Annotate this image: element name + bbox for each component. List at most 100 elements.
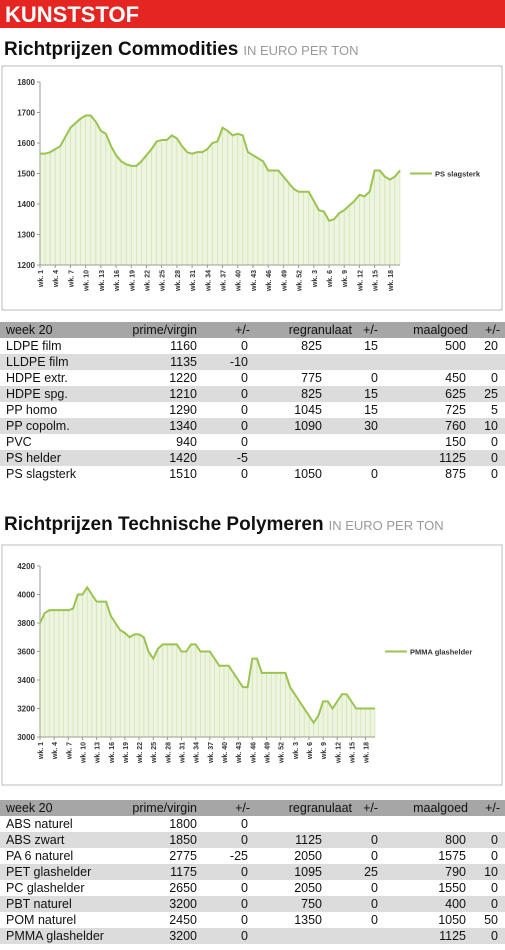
table-cell: ABS zwart: [6, 833, 65, 847]
x-tick-label: wk. 52: [279, 742, 286, 764]
table-cell: 1550: [438, 881, 466, 895]
table-cell: 0: [241, 339, 248, 353]
table-header-cell: maalgoed: [413, 323, 468, 337]
table-cell: 1095: [294, 865, 322, 879]
table-cell: 625: [445, 387, 466, 401]
table-cell: 0: [371, 913, 378, 927]
x-tick-label: wk. 25: [151, 742, 158, 764]
y-tick-label: 1600: [17, 139, 35, 148]
x-tick-label: wk. 37: [208, 742, 215, 764]
x-tick-label: wk. 7: [68, 270, 75, 288]
table-cell: 10: [484, 419, 498, 433]
x-tick-label: wk. 25: [160, 270, 167, 292]
x-tick-label: wk. 7: [66, 742, 73, 760]
table-cell: PP homo: [6, 403, 57, 417]
header-bar: [0, 0, 505, 28]
x-tick-label: wk. 46: [266, 270, 273, 292]
y-tick-label: 1500: [17, 170, 35, 179]
table-header-cell: week 20: [5, 323, 53, 337]
y-tick-label: 3800: [17, 619, 35, 628]
table-cell: 940: [176, 435, 197, 449]
table-header-cell: +/-: [235, 323, 250, 337]
x-tick-label: wk. 19: [129, 270, 136, 292]
line: [40, 114, 401, 222]
table-cell: 0: [241, 913, 248, 927]
table-header-cell: regranulaat: [289, 801, 353, 815]
table-cell: 0: [491, 833, 498, 847]
table-cell: 0: [241, 929, 248, 943]
table-row-bg: [0, 418, 505, 434]
x-tick-label: wk. 13: [95, 742, 102, 764]
table-cell: 0: [241, 865, 248, 879]
table-cell: -25: [230, 849, 248, 863]
table-cell: HDPE extr.: [6, 371, 68, 385]
y-tick-label: 4000: [17, 591, 35, 600]
x-tick-label: wk. 6: [327, 270, 334, 288]
x-tick-label: wk. 1: [38, 742, 45, 760]
table-cell: 25: [364, 865, 378, 879]
table-cell: 0: [491, 897, 498, 911]
table-cell: 0: [241, 467, 248, 481]
section-title: Richtprijzen Technische Polymeren: [4, 514, 324, 535]
table-cell: 2450: [169, 913, 197, 927]
header-title: KUNSTSTOF: [5, 2, 139, 27]
table-cell: PBT naturel: [6, 897, 72, 911]
table-cell: 50: [484, 913, 498, 927]
x-tick-label: wk. 10: [80, 742, 87, 764]
x-tick-label: wk. 37: [221, 270, 228, 292]
table-header-cell: prime/virgin: [132, 801, 197, 815]
table-cell: 10: [484, 865, 498, 879]
table-cell: 2650: [169, 881, 197, 895]
table-cell: -10: [230, 355, 248, 369]
table-cell: PMMA glashelder: [6, 929, 104, 943]
table-cell: 0: [491, 371, 498, 385]
table-cell: 0: [491, 881, 498, 895]
x-tick-label: wk. 43: [236, 742, 243, 764]
table-cell: 0: [241, 387, 248, 401]
table-cell: 15: [364, 403, 378, 417]
x-tick-label: wk. 16: [114, 270, 121, 292]
table-cell: 1125: [439, 451, 466, 465]
x-tick-label: wk. 15: [373, 270, 380, 292]
table-cell: 750: [301, 897, 322, 911]
x-tick-label: wk. 40: [222, 742, 229, 764]
x-tick-label: wk. 28: [175, 270, 182, 292]
table-cell: 30: [364, 419, 378, 433]
x-tick-label: wk. 16: [109, 742, 116, 764]
section-subtitle: IN EURO PER TON: [329, 518, 444, 533]
table-cell: 825: [301, 387, 322, 401]
y-tick-label: 1800: [17, 78, 35, 87]
table-row-bg: [0, 354, 505, 370]
table-cell: PP copolm.: [6, 419, 70, 433]
table-cell: 0: [241, 897, 248, 911]
table-cell: 0: [491, 929, 498, 943]
x-tick-label: wk. 28: [165, 742, 172, 764]
table-row-bg: [0, 896, 505, 912]
table-cell: 0: [241, 419, 248, 433]
chart-frame: [1, 65, 503, 311]
table-row-bg: [0, 450, 505, 466]
x-tick-label: wk. 22: [144, 270, 151, 292]
table-cell: LDPE film: [6, 339, 62, 353]
y-tick-label: 3400: [17, 676, 35, 685]
x-tick-label: wk. 15: [349, 742, 356, 764]
table-cell: 15: [364, 387, 378, 401]
table-cell: 1135: [170, 355, 197, 369]
table-cell: 15: [364, 339, 378, 353]
table-cell: 1575: [438, 849, 466, 863]
x-tick-label: wk. 4: [53, 270, 60, 288]
table-cell: 1850: [169, 833, 197, 847]
legend-label: PMMA glashelder: [410, 648, 472, 657]
table-cell: 1340: [169, 419, 197, 433]
table-cell: 1800: [169, 817, 197, 831]
x-tick-label: wk. 49: [264, 742, 271, 764]
table-cell: 790: [445, 865, 466, 879]
x-tick-label: wk. 3: [293, 742, 300, 760]
table-cell: 0: [241, 881, 248, 895]
x-tick-label: wk. 4: [52, 742, 59, 760]
line-area: [40, 587, 375, 737]
y-tick-label: 1700: [17, 109, 35, 118]
table-header-cell: prime/virgin: [132, 323, 197, 337]
table-cell: 1510: [169, 467, 197, 481]
y-tick-label: 1300: [17, 231, 35, 240]
